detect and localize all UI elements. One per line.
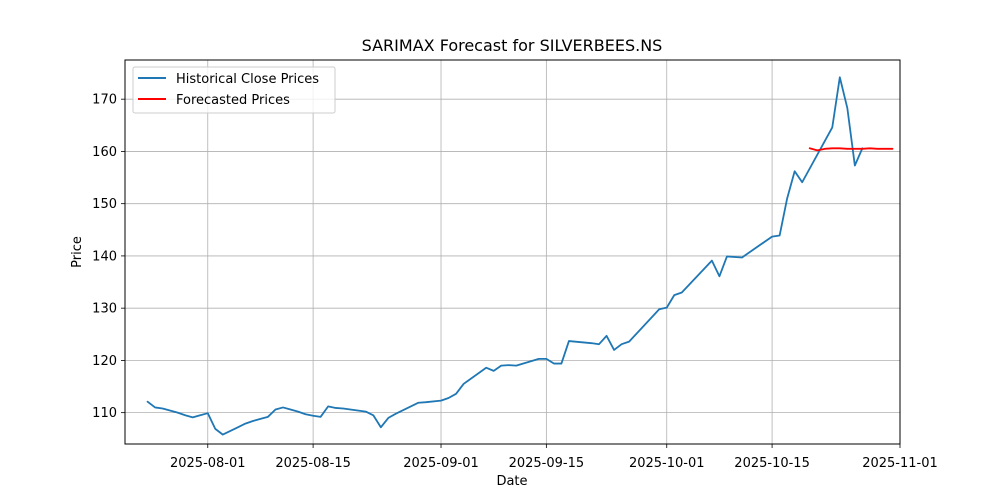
y-tick-label: 130 xyxy=(92,302,117,317)
x-tick-label: 2025-09-01 xyxy=(403,456,479,471)
chart-title: SARIMAX Forecast for SILVERBEES.NS xyxy=(362,36,663,55)
y-tick-label: 170 xyxy=(92,93,117,108)
y-tick-label: 120 xyxy=(92,354,117,369)
y-axis: 110 120 130 140 150 160 170 xyxy=(92,93,125,421)
x-tick-label: 2025-11-01 xyxy=(862,456,938,471)
y-tick-label: 160 xyxy=(92,145,117,160)
x-axis: 2025-08-01 2025-08-15 2025-09-01 2025-09-15… xyxy=(170,444,938,471)
y-tick-label: 150 xyxy=(92,197,117,212)
series-line-forecast xyxy=(808,147,894,152)
x-tick-label: 2025-08-15 xyxy=(275,456,351,471)
x-axis-label: Date xyxy=(496,474,527,489)
x-tick-label: 2025-08-01 xyxy=(170,456,246,471)
x-tick-label: 2025-10-01 xyxy=(629,456,705,471)
series-layer xyxy=(146,76,894,436)
legend-label-forecast: Forecasted Prices xyxy=(176,93,290,108)
y-axis-label: Price xyxy=(70,236,85,268)
y-tick-label: 140 xyxy=(92,249,117,264)
x-tick-label: 2025-10-15 xyxy=(734,456,810,471)
grid-layer xyxy=(125,60,901,444)
legend-label-historical: Historical Close Prices xyxy=(176,72,319,87)
series-line-historical xyxy=(146,76,864,436)
plot-frame xyxy=(124,59,901,445)
x-tick-label: 2025-09-15 xyxy=(509,456,585,471)
legend: Historical Close Prices Forecasted Price… xyxy=(132,66,336,114)
y-tick-label: 110 xyxy=(92,406,117,421)
legend-box xyxy=(132,66,336,114)
